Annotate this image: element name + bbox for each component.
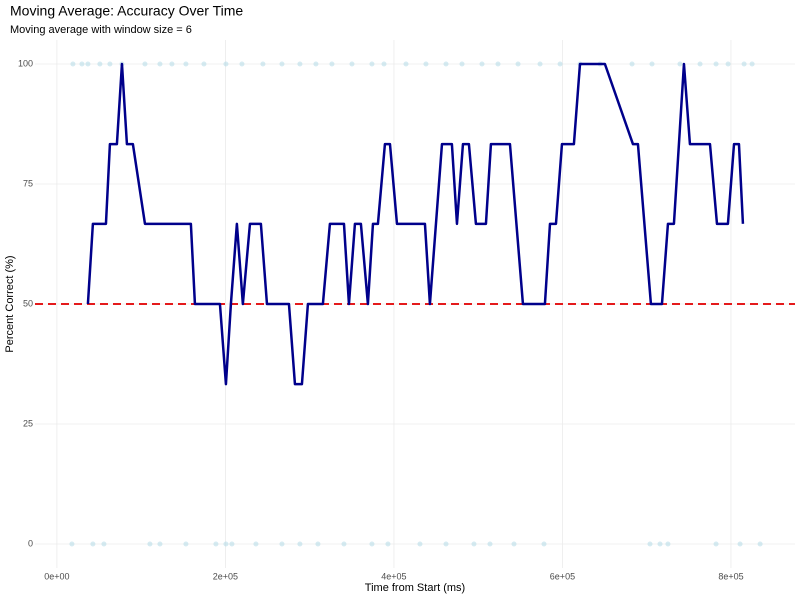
data-point (329, 61, 335, 67)
data-point (341, 541, 347, 547)
data-point (183, 541, 189, 547)
data-point (537, 61, 543, 67)
data-point (315, 541, 321, 547)
data-point (183, 61, 189, 67)
data-point (157, 61, 163, 67)
data-point (79, 61, 85, 67)
data-point (713, 61, 719, 67)
data-point (647, 541, 653, 547)
y-tick-label: 100 (18, 58, 33, 68)
data-point (70, 61, 76, 67)
data-point (385, 541, 391, 547)
x-tick-label: 8e+05 (718, 571, 743, 581)
data-point (101, 541, 107, 547)
data-point (85, 61, 91, 67)
data-point (107, 61, 113, 67)
data-point (757, 541, 763, 547)
data-point (495, 61, 501, 67)
data-point (313, 61, 319, 67)
data-point (649, 61, 655, 67)
y-axis-label: Percent Correct (%) (4, 255, 16, 352)
data-point (253, 541, 259, 547)
data-point (713, 541, 719, 547)
data-point (417, 541, 423, 547)
x-tick-label: 0e+00 (44, 571, 69, 581)
data-point (239, 61, 245, 67)
data-point (487, 541, 493, 547)
data-point (515, 61, 521, 67)
data-point (629, 61, 635, 67)
data-point (229, 541, 235, 547)
y-tick-label: 75 (23, 178, 33, 188)
x-axis-label: Time from Start (ms) (365, 582, 465, 594)
data-point (511, 541, 517, 547)
y-tick-label: 0 (28, 538, 33, 548)
data-point (90, 541, 96, 547)
y-tick-label: 50 (23, 298, 33, 308)
data-point (749, 61, 755, 67)
x-tick-label: 4e+05 (381, 571, 406, 581)
data-point (260, 61, 266, 67)
data-point (541, 541, 547, 547)
data-point (279, 541, 285, 547)
data-point (369, 541, 375, 547)
data-point (677, 61, 683, 67)
data-point (423, 61, 429, 67)
data-point (297, 541, 303, 547)
data-point (381, 61, 387, 67)
data-point (697, 61, 703, 67)
data-point (741, 61, 747, 67)
data-point (349, 61, 355, 67)
chart-subtitle: Moving average with window size = 6 (10, 24, 192, 36)
x-tick-label: 6e+05 (550, 571, 575, 581)
data-point (737, 541, 743, 547)
data-point (297, 61, 303, 67)
x-tick-label: 2e+05 (213, 571, 238, 581)
data-point (369, 61, 375, 67)
data-point (725, 61, 731, 67)
data-point (169, 61, 175, 67)
data-point (157, 541, 163, 547)
data-point (213, 541, 219, 547)
data-point (665, 541, 671, 547)
data-point (223, 541, 229, 547)
data-point (97, 61, 103, 67)
data-point (557, 61, 563, 67)
data-point (279, 61, 285, 67)
data-point (201, 61, 207, 67)
data-point (142, 61, 148, 67)
moving-average-line (86, 62, 745, 386)
data-point (403, 61, 409, 67)
data-point (657, 541, 663, 547)
data-point (471, 541, 477, 547)
data-point (147, 541, 153, 547)
y-tick-label: 25 (23, 418, 33, 428)
data-point (443, 541, 449, 547)
data-point (459, 61, 465, 67)
data-point (443, 61, 449, 67)
data-point (69, 541, 75, 547)
chart-title: Moving Average: Accuracy Over Time (10, 3, 243, 19)
data-point (223, 61, 229, 67)
data-point (479, 61, 485, 67)
